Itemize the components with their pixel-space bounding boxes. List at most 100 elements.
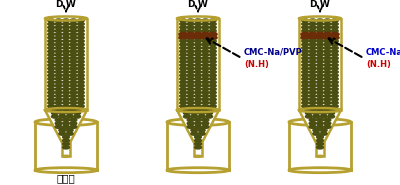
Circle shape [62,67,70,70]
Circle shape [62,105,70,108]
Circle shape [302,67,308,70]
Circle shape [309,101,316,104]
Circle shape [302,84,308,87]
Circle shape [78,84,84,87]
Circle shape [48,91,54,94]
Circle shape [186,36,195,40]
Circle shape [55,108,62,111]
Circle shape [180,101,186,104]
Circle shape [302,43,308,46]
Circle shape [62,118,70,122]
Circle shape [302,108,308,111]
Circle shape [194,77,202,80]
Circle shape [55,105,62,108]
Circle shape [210,43,216,46]
Circle shape [55,81,62,84]
Circle shape [308,36,317,40]
Circle shape [332,60,338,63]
Circle shape [55,98,62,101]
Circle shape [187,91,194,94]
Circle shape [210,77,216,80]
Circle shape [78,40,84,43]
Circle shape [324,67,331,70]
Circle shape [202,108,209,111]
Circle shape [302,26,308,29]
Circle shape [180,53,186,56]
Circle shape [202,125,209,128]
Circle shape [324,74,331,77]
Circle shape [62,125,70,128]
Circle shape [55,77,62,80]
Circle shape [70,125,77,128]
Circle shape [324,122,331,125]
Circle shape [70,67,77,70]
Circle shape [302,60,308,63]
Circle shape [202,40,209,43]
Circle shape [324,108,331,111]
Circle shape [191,132,198,135]
Text: D.W: D.W [188,0,208,9]
Circle shape [210,29,216,32]
Circle shape [70,94,77,97]
Circle shape [309,53,316,56]
Circle shape [78,88,84,91]
Circle shape [62,136,70,139]
Circle shape [62,26,70,29]
Circle shape [62,29,70,32]
Circle shape [62,53,70,56]
Circle shape [210,84,216,87]
Circle shape [78,63,84,67]
Circle shape [332,88,338,91]
Circle shape [48,63,54,67]
Circle shape [70,57,77,60]
Circle shape [48,19,54,22]
Circle shape [78,91,84,94]
Circle shape [302,98,308,101]
Circle shape [48,33,54,36]
Circle shape [48,22,54,26]
Circle shape [194,29,202,32]
Circle shape [210,67,216,70]
Circle shape [306,115,312,118]
Circle shape [202,53,209,56]
Circle shape [62,74,70,77]
Circle shape [306,112,312,115]
Circle shape [309,81,316,84]
Text: D.W: D.W [56,0,76,9]
Circle shape [210,91,216,94]
Circle shape [70,33,77,36]
Circle shape [78,77,84,80]
Circle shape [194,94,202,97]
Circle shape [66,132,73,135]
Circle shape [194,22,202,26]
Circle shape [55,29,62,32]
Circle shape [324,40,331,43]
Circle shape [55,88,62,91]
Circle shape [187,88,194,91]
Circle shape [62,77,70,80]
Circle shape [201,32,210,36]
Circle shape [313,129,320,132]
Circle shape [78,101,84,104]
Circle shape [48,108,54,111]
Circle shape [332,67,338,70]
Circle shape [55,40,62,43]
Circle shape [320,129,327,132]
Circle shape [202,88,209,91]
Circle shape [210,46,216,50]
Circle shape [55,94,62,97]
Circle shape [55,33,62,36]
Circle shape [48,88,54,91]
Circle shape [78,57,84,60]
Circle shape [62,94,70,97]
Circle shape [55,46,62,50]
Circle shape [309,94,316,97]
Circle shape [198,112,205,115]
Circle shape [184,112,190,115]
Circle shape [48,53,54,56]
Circle shape [59,115,66,118]
Circle shape [62,50,70,53]
Circle shape [324,88,331,91]
Circle shape [210,50,216,53]
Circle shape [302,29,308,32]
